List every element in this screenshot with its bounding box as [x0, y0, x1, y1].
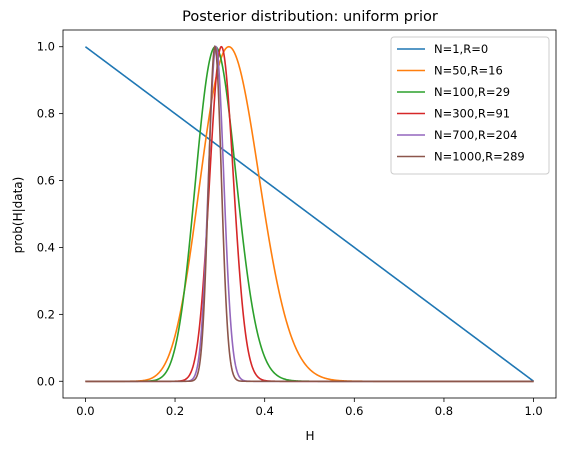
legend-box — [390, 36, 550, 175]
x-tick-label: 0.4 — [256, 404, 274, 418]
y-tick-label: 0.8 — [37, 107, 55, 121]
y-axis-ticks: 0.0 0.2 0.4 0.6 0.8 1.0 — [37, 40, 63, 388]
x-tick-label: 0.8 — [435, 404, 453, 418]
x-tick-label: 1.0 — [524, 404, 542, 418]
x-axis-ticks: 0.0 0.2 0.4 0.6 0.8 1.0 — [76, 398, 543, 418]
x-tick-label: 0.6 — [345, 404, 363, 418]
series-line-5 — [85, 44, 534, 383]
y-axis-label: prob(H|data) — [11, 177, 25, 254]
chart-title: Posterior distribution: uniform prior — [182, 9, 438, 25]
legend-label: N=1000,R=289 — [434, 150, 525, 164]
y-tick-label: 1.0 — [37, 40, 55, 54]
y-tick-label: 0.4 — [37, 240, 55, 254]
y-tick-label: 0.0 — [37, 374, 55, 388]
legend-label: N=300,R=91 — [434, 107, 510, 121]
y-tick-label: 0.2 — [37, 307, 55, 321]
plot-frame — [62, 29, 557, 399]
x-tick-label: 0.0 — [76, 404, 94, 418]
plot-series — [84, 44, 535, 383]
y-tick-label: 0.6 — [37, 174, 55, 188]
x-tick-label: 0.2 — [166, 404, 184, 418]
x-axis-label: H — [305, 429, 314, 443]
legend-label: N=1,R=0 — [434, 42, 488, 56]
legend-label: N=700,R=204 — [434, 128, 517, 142]
legend-label: N=50,R=16 — [434, 64, 503, 78]
series-line-0 — [84, 46, 535, 382]
legend: N=1,R=0 N=50,R=16 N=100,R=29 N=300,R=91 N=70… — [390, 36, 550, 175]
legend-label: N=100,R=29 — [434, 85, 510, 99]
